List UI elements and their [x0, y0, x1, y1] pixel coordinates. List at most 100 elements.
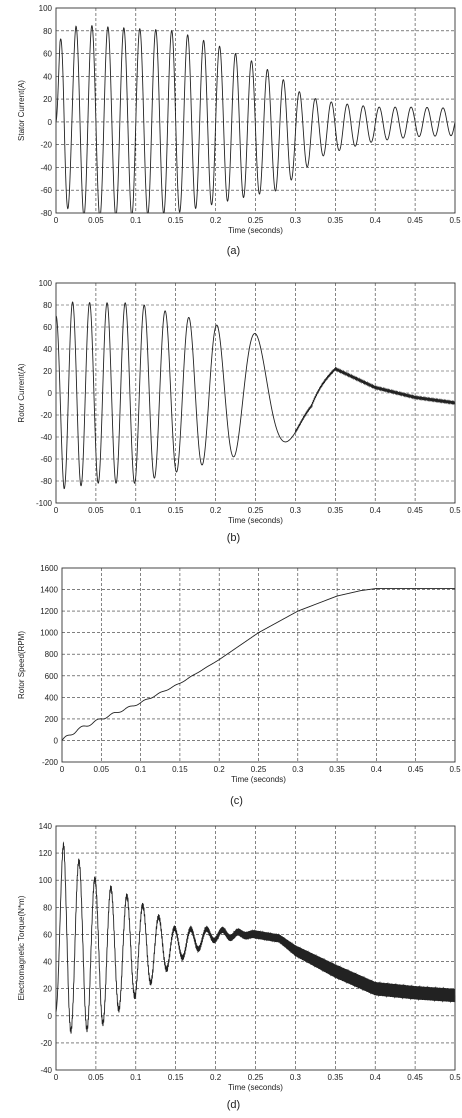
x-tick-label: 0.25	[248, 1073, 264, 1082]
chart-panel-c: 0 0.05 0.1 0.15 0.2 0.25 0.3 0.35 0.4 0.45 0.5 -200…	[0, 560, 462, 820]
x-tick-label: 0.1	[130, 506, 142, 515]
y-tick-label: 40	[43, 958, 52, 967]
x-axis-label: Time (seconds)	[231, 775, 286, 784]
x-tick-label: 0.4	[370, 506, 382, 515]
x-tick-label: 0.4	[370, 216, 382, 225]
y-tick-label: -40	[40, 1066, 52, 1075]
x-tick-label: 0.15	[168, 506, 184, 515]
y-tick-label: 400	[45, 693, 59, 702]
y-tick-label: -20	[40, 141, 52, 150]
x-tick-label: 0.05	[94, 765, 110, 774]
y-tick-label: 40	[43, 72, 52, 81]
x-tick-label: 0.15	[168, 1073, 184, 1082]
figure-caption: (d)	[227, 1099, 240, 1111]
y-tick-label: -20	[40, 1039, 52, 1048]
rotor-speed-chart: 0 0.05 0.1 0.15 0.2 0.25 0.3 0.35 0.4 0.45 0.5 -200…	[17, 564, 461, 807]
y-tick-label: 20	[43, 367, 52, 376]
x-tick-label: 0.3	[290, 506, 302, 515]
plot-frame	[55, 825, 456, 1071]
x-tick-label: 0.5	[449, 506, 461, 515]
x-tick-label: 0.3	[290, 216, 302, 225]
y-tick-label: 1600	[40, 564, 58, 573]
x-tick-label: 0.5	[449, 765, 461, 774]
y-tick-label: 0	[48, 389, 53, 398]
x-tick-label: 0.5	[449, 216, 461, 225]
x-tick-label: 0.25	[251, 765, 267, 774]
x-tick-label: 0.45	[407, 1073, 423, 1082]
y-tick-label: 100	[39, 279, 53, 288]
x-tick-label: 0	[54, 1073, 59, 1082]
y-tick-label: 600	[45, 672, 59, 681]
y-tick-label: 200	[45, 715, 59, 724]
y-tick-label: -100	[36, 499, 53, 508]
x-tick-label: 0.2	[210, 216, 222, 225]
figure-caption: (b)	[227, 532, 240, 544]
y-tick-label: -200	[42, 758, 59, 767]
y-axis-label: Rotor Current(A)	[17, 363, 26, 422]
x-tick-label: 0.15	[172, 765, 188, 774]
y-tick-label: 0	[48, 118, 53, 127]
x-tick-label: 0.25	[248, 216, 264, 225]
x-tick-label: 0.35	[328, 506, 344, 515]
y-axis-label: Stator Current(A)	[17, 80, 26, 141]
x-axis-label: Time (seconds)	[228, 516, 283, 525]
y-tick-label: -40	[40, 433, 52, 442]
plot-frame	[55, 7, 456, 214]
x-tick-label: 0.3	[290, 1073, 302, 1082]
y-tick-label: -40	[40, 163, 52, 172]
x-tick-label: 0.35	[328, 216, 344, 225]
x-tick-label: 0.2	[210, 506, 222, 515]
x-tick-label: 0.4	[370, 1073, 382, 1082]
y-tick-label: 0	[48, 1012, 53, 1021]
y-tick-label: 60	[43, 930, 52, 939]
chart-panel-a: 0 0.05 0.1 0.15 0.2 0.25 0.3 0.35 0.4 0.45 0.5 -80 -…	[0, 0, 462, 262]
x-axis-label: Time (seconds)	[228, 226, 283, 235]
data-series-line	[61, 588, 455, 741]
x-tick-label: 0.45	[407, 216, 423, 225]
y-tick-label: 60	[43, 50, 52, 59]
x-tick-label: 0.15	[168, 216, 184, 225]
y-tick-label: 80	[43, 301, 52, 310]
x-tick-label: 0.2	[214, 765, 226, 774]
y-axis-label: Rotor Speed(RPM)	[17, 631, 26, 699]
chart-panel-d: 0 0.05 0.1 0.15 0.2 0.25 0.3 0.35 0.4 0.45 0.5 -40 -…	[0, 818, 462, 1118]
y-tick-label: 1400	[40, 586, 58, 595]
x-axis-label: Time (seconds)	[228, 1083, 283, 1092]
data-series-line	[55, 24, 456, 214]
y-tick-label: 120	[39, 849, 53, 858]
x-tick-label: 0.05	[88, 506, 104, 515]
data-series-line	[55, 841, 456, 1034]
y-tick-label: 80	[43, 903, 52, 912]
x-tick-label: 0.5	[449, 1073, 461, 1082]
y-tick-label: 60	[43, 323, 52, 332]
x-tick-label: 0.2	[210, 1073, 222, 1082]
rotor-current-chart: 0 0.05 0.1 0.15 0.2 0.25 0.3 0.35 0.4 0.45 0.5 -100…	[17, 279, 461, 544]
data-series-line	[55, 301, 456, 490]
y-tick-label: 800	[45, 650, 59, 659]
torque-chart: 0 0.05 0.1 0.15 0.2 0.25 0.3 0.35 0.4 0.45 0.5 -40 -…	[17, 822, 461, 1111]
x-tick-label: 0.05	[88, 216, 104, 225]
chart-panel-b: 0 0.05 0.1 0.15 0.2 0.25 0.3 0.35 0.4 0.45 0.5 -100…	[0, 275, 462, 544]
y-tick-label: -20	[40, 411, 52, 420]
x-tick-label: 0.1	[130, 216, 142, 225]
x-tick-label: 0.4	[371, 765, 383, 774]
y-tick-label: 100	[39, 876, 53, 885]
y-tick-label: 1000	[40, 629, 58, 638]
y-tick-label: 140	[39, 822, 53, 831]
y-tick-label: 80	[43, 27, 52, 36]
plot-frame	[61, 567, 456, 763]
x-tick-label: 0.45	[408, 765, 424, 774]
x-tick-label: 0.1	[130, 1073, 142, 1082]
x-tick-label: 0	[54, 506, 59, 515]
x-tick-label: 0.35	[329, 765, 345, 774]
y-tick-label: 20	[43, 95, 52, 104]
figure-caption: (c)	[230, 795, 243, 807]
y-tick-label: -80	[40, 477, 52, 486]
x-tick-label: 0.3	[292, 765, 304, 774]
stator-current-chart: 0 0.05 0.1 0.15 0.2 0.25 0.3 0.35 0.4 0.45 0.5 -80 -…	[17, 4, 461, 257]
y-tick-label: 1200	[40, 607, 58, 616]
y-tick-label: -60	[40, 186, 52, 195]
y-tick-label: 40	[43, 345, 52, 354]
y-tick-label: 0	[54, 736, 59, 745]
x-tick-label: 0.05	[88, 1073, 104, 1082]
